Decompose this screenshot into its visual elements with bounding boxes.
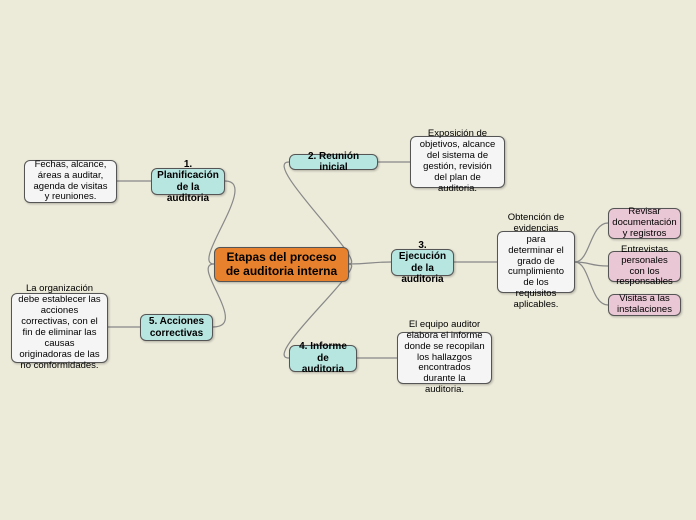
subnode-visitas[interactable]: Visitas a las instalaciones xyxy=(608,294,681,316)
note-ejecucion[interactable]: Obtención de evidencias para determinar … xyxy=(497,231,575,293)
note-acciones[interactable]: La organización debe establecer las acci… xyxy=(11,293,108,363)
center-label: Etapas del procesode auditoria interna xyxy=(226,251,337,279)
center-node[interactable]: Etapas del procesode auditoria interna xyxy=(214,247,349,282)
node-label: 2. Reunión inicial xyxy=(296,151,371,174)
note-planificacion[interactable]: Fechas, alcance, áreas a auditar, agenda… xyxy=(24,160,117,203)
subnode-text: Revisar documentación y registros xyxy=(612,207,676,240)
node-label: 3. Ejecuciónde la auditoria xyxy=(398,240,447,286)
node-acciones-correctivas[interactable]: 5. Accionescorrectivas xyxy=(140,314,213,341)
node-label: 4. Informe deauditoria xyxy=(296,341,350,376)
node-label: 1. Planificaciónde la auditoria xyxy=(157,159,219,205)
node-planificacion[interactable]: 1. Planificaciónde la auditoria xyxy=(151,168,225,195)
note-informe[interactable]: El equipo auditor elabora el informe don… xyxy=(397,332,492,384)
note-text: Exposición de objetivos, alcance del sis… xyxy=(417,129,498,195)
note-reunion[interactable]: Exposición de objetivos, alcance del sis… xyxy=(410,136,505,188)
subnode-entrevistas[interactable]: Entrevistas personales con los responsab… xyxy=(608,251,681,282)
subnode-revisar-doc[interactable]: Revisar documentación y registros xyxy=(608,208,681,239)
node-reunion-inicial[interactable]: 2. Reunión inicial xyxy=(289,154,378,170)
node-informe[interactable]: 4. Informe deauditoria xyxy=(289,345,357,372)
note-text: El equipo auditor elabora el informe don… xyxy=(404,320,485,396)
mindmap-canvas: { "colors": { "bg": "#ecead9", "center":… xyxy=(0,0,696,520)
note-text: La organización debe establecer las acci… xyxy=(18,284,101,371)
node-ejecucion[interactable]: 3. Ejecuciónde la auditoria xyxy=(391,249,454,276)
note-text: Obtención de evidencias para determinar … xyxy=(504,213,568,311)
subnode-text: Entrevistas personales con los responsab… xyxy=(615,245,674,289)
subnode-text: Visitas a las instalaciones xyxy=(615,294,674,316)
note-text: Fechas, alcance, áreas a auditar, agenda… xyxy=(31,160,110,204)
node-label: 5. Accionescorrectivas xyxy=(149,316,204,339)
